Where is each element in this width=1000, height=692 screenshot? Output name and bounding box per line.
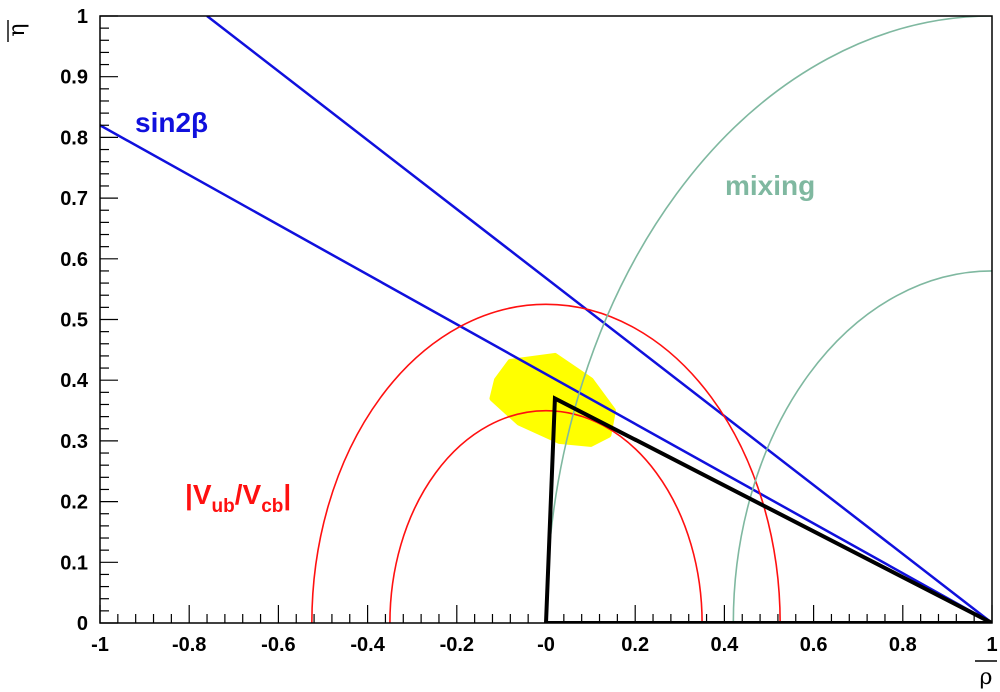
vub-vcb-label: |Vub/Vcb| (185, 479, 291, 517)
y-tick-label: 0.9 (60, 67, 88, 89)
y-tick-label: 0.3 (60, 431, 88, 453)
x-tick-label: 1 (986, 634, 997, 656)
sin2beta-label: sin2β (135, 107, 208, 138)
y-tick-label: 0.8 (60, 127, 88, 149)
x-tick-label: -0.2 (440, 634, 474, 656)
unitarity-triangle (543, 395, 992, 623)
x-tick-label: -1 (91, 634, 109, 656)
y-tick-label: 0.1 (60, 552, 88, 574)
plot-frame (99, 15, 993, 624)
vub-vcb-circle-2 (311, 303, 781, 623)
x-tick-label: -0.6 (261, 634, 295, 656)
sin2beta-line-1 (100, 124, 992, 623)
mixing-label: mixing (725, 170, 815, 201)
curves-layer (100, 16, 992, 623)
vub-vcb-label-part: cb (261, 496, 283, 517)
allowed-region (489, 352, 616, 447)
y-tick-label: 0 (77, 613, 88, 635)
sin2beta-line-0 (206, 16, 992, 623)
mixing-circle-5 (732, 270, 992, 623)
vub-vcb-label-part: ub (212, 496, 235, 517)
vub-vcb-circle-3 (389, 409, 703, 623)
y-tick-label: 0.7 (60, 188, 88, 210)
x-tick-label: -0 (537, 634, 555, 656)
vub-vcb-label-part: |V (185, 479, 212, 510)
x-tick-label: -0.4 (350, 634, 385, 656)
y-axis-label: η (5, 23, 30, 36)
x-tick-label: 0.2 (621, 634, 649, 656)
y-tick-label: 0.4 (60, 370, 89, 392)
y-tick-label: 0.2 (60, 492, 88, 514)
vub-vcb-label-part: | (283, 479, 291, 510)
vub-vcb-label-part: /V (235, 479, 262, 510)
x-axis-label: ρ (980, 665, 993, 690)
y-tick-label: 0.6 (60, 249, 88, 271)
y-tick-label: 1 (77, 6, 88, 28)
x-tick-label: 0.6 (800, 634, 828, 656)
mixing-circle-4 (545, 16, 992, 623)
x-tick-label: 0.8 (889, 634, 917, 656)
labels-layer: -1 -0.8 -0.6 -0.4 -0.2 -0 0.2 0.4 0.6 0.8 1 0 0.1 0.2… (5, 6, 998, 690)
x-tick-label: -0.8 (172, 634, 206, 656)
axes-layer (99, 15, 993, 624)
y-tick-label: 0.5 (60, 310, 88, 332)
x-tick-label: 0.4 (710, 634, 739, 656)
